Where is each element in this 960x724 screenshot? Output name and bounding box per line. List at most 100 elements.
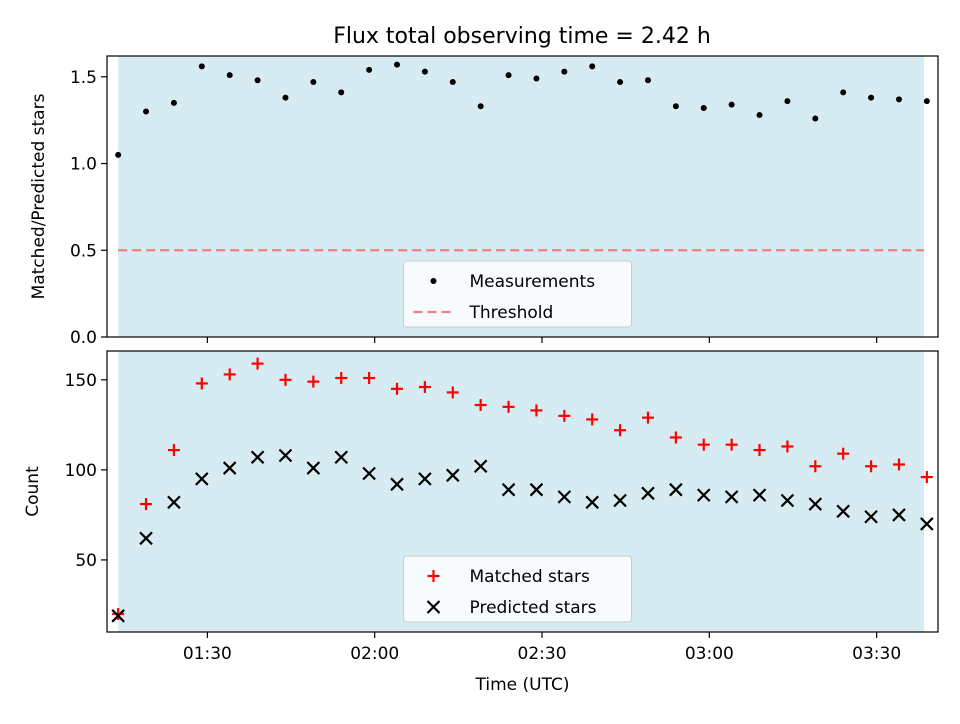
matched-star-point: [865, 460, 878, 473]
predicted-star-point: [864, 509, 878, 524]
matched-star-point: [641, 411, 654, 424]
legend: Matched stars Predicted stars: [403, 555, 632, 623]
predicted-star-point-d2: [167, 495, 181, 510]
predicted-star-point: [306, 461, 321, 475]
predicted-star-point: [250, 450, 265, 465]
legend-label: Threshold: [469, 303, 554, 323]
measurement-point: [840, 89, 847, 96]
predicted-star-point-d2: [585, 495, 599, 510]
legend-box: [403, 555, 632, 623]
legend-swatch-measurement: [430, 278, 437, 284]
matched-star-point: [809, 460, 822, 473]
measurement-point: [282, 94, 289, 101]
legend-label: Measurements: [470, 272, 596, 292]
measurement-point: [561, 68, 568, 75]
predicted-star-point: [669, 482, 683, 497]
measurement-point: [505, 72, 512, 79]
legend-label: Predicted stars: [470, 598, 597, 618]
matched-star-point: [558, 409, 571, 422]
predicted-star-point: [418, 472, 432, 486]
predicted-star-point-d2: [780, 493, 795, 508]
x-tick-label: 03:30: [852, 644, 901, 664]
y-axis-label: Matched/Predicted stars: [29, 93, 49, 299]
y-tick-label: 1.0: [70, 155, 97, 175]
predicted-star-point-d2: [920, 517, 934, 531]
predicted-star-point-d2: [306, 461, 321, 475]
predicted-star-point: [585, 495, 599, 510]
matched-star-point: [586, 413, 599, 426]
predicted-star-point-d2: [808, 497, 823, 511]
predicted-star-point: [139, 531, 153, 546]
predicted-star-point: [390, 477, 404, 492]
predicted-star-point: [362, 466, 376, 481]
matched-star-point: [307, 375, 320, 388]
plot-frame: [106, 350, 939, 633]
x-axis-label: Time (UTC): [475, 675, 570, 695]
matched-star-point: [279, 373, 292, 386]
measurement-point: [421, 68, 428, 75]
predicted-star-point-d2: [195, 472, 209, 486]
predicted-star-point-d2: [334, 450, 349, 465]
y-tick-label: 100: [65, 461, 97, 481]
measurement-point: [170, 99, 177, 106]
predicted-star-point: [780, 493, 795, 508]
predicted-star-point-d2: [669, 482, 683, 497]
predicted-star-point: [724, 490, 739, 504]
measurement-point: [394, 61, 401, 68]
x-tick-label: 01:30: [183, 644, 232, 664]
legend-box: [403, 260, 632, 328]
predicted-star-point: [808, 497, 823, 511]
predicted-star-point: [473, 459, 488, 474]
matched-star-point: [920, 471, 933, 484]
predicted-star-point-d2: [696, 488, 711, 502]
y-tick-label: 50: [75, 551, 97, 571]
predicted-star-point: [446, 468, 460, 483]
measurement-point: [728, 101, 735, 108]
predicted-star-point: [529, 482, 544, 497]
x-tick-label: 02:00: [350, 644, 399, 664]
legend-swatch-predicted-d2: [426, 600, 441, 614]
predicted-star-point: [334, 450, 349, 465]
x-tick-label: 02:30: [518, 644, 567, 664]
matched-star-point: [167, 444, 180, 457]
measurement-point: [226, 72, 233, 79]
matched-star-point: [446, 386, 459, 399]
legend-swatch-matched: [427, 570, 440, 582]
matched-star-point: [753, 444, 766, 457]
matched-star-point: [363, 372, 376, 385]
predicted-star-point: [641, 486, 655, 501]
predicted-star-point: [892, 508, 906, 522]
matched-star-point: [251, 357, 264, 370]
plot-frame: [106, 55, 939, 338]
measurement-point: [533, 75, 540, 82]
predicted-star-point: [167, 495, 181, 510]
measurement-point: [143, 108, 150, 115]
predicted-star-point-d2: [501, 482, 516, 497]
predicted-star-point: [920, 517, 934, 531]
predicted-star-point: [613, 493, 627, 508]
matched-star-point: [725, 438, 738, 451]
y-tick-label: 1.5: [70, 68, 97, 88]
predicted-star-point: [752, 488, 767, 502]
panel-1: 0.0 0.5 1.0 1.5 Matched/Predicted stars Measu…: [29, 55, 939, 348]
legend: Measurements Threshold: [403, 260, 632, 328]
predicted-star-point-d2: [836, 504, 850, 519]
matched-star-point: [781, 440, 794, 453]
matched-star-point: [697, 438, 710, 451]
predicted-star-point: [557, 490, 572, 504]
measurement-point: [589, 63, 596, 70]
matched-star-point: [614, 424, 627, 437]
measurement-point: [923, 98, 930, 105]
predicted-star-point-d2: [111, 609, 125, 623]
predicted-star-point-d2: [864, 509, 878, 524]
matched-star-point: [474, 399, 487, 412]
predicted-star-point: [696, 488, 711, 502]
y-tick-label: 150: [65, 371, 97, 391]
measurement-point: [366, 66, 373, 73]
matched-star-point: [195, 377, 208, 390]
predicted-star-point-d2: [641, 486, 655, 501]
measurement-point: [895, 96, 902, 103]
predicted-star-point: [501, 482, 516, 497]
